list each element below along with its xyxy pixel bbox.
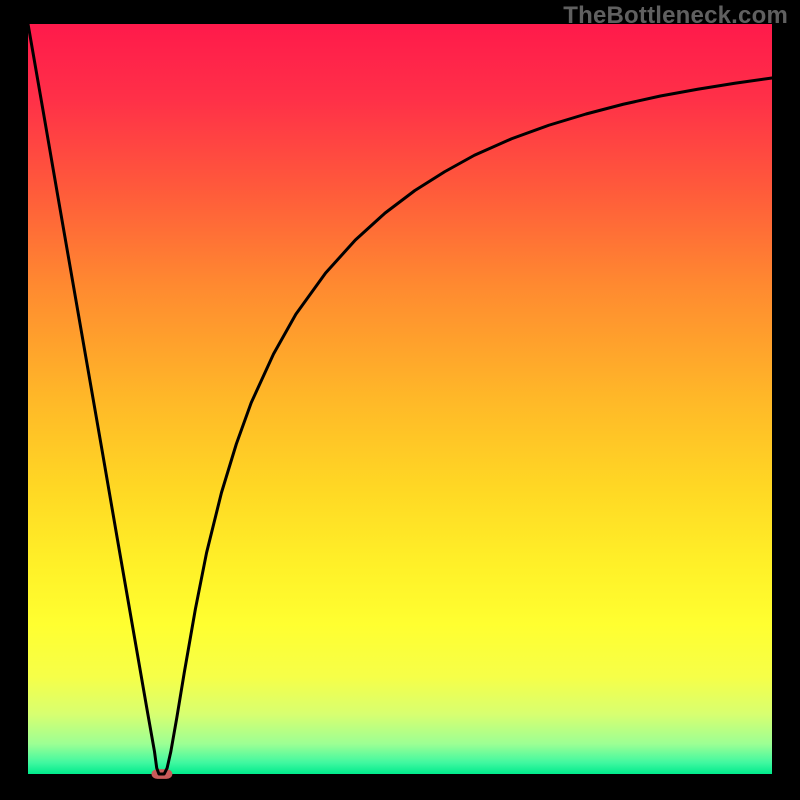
bottleneck-chart: TheBottleneck.com: [0, 0, 800, 800]
watermark-text: TheBottleneck.com: [563, 2, 788, 30]
chart-svg: [0, 0, 800, 800]
